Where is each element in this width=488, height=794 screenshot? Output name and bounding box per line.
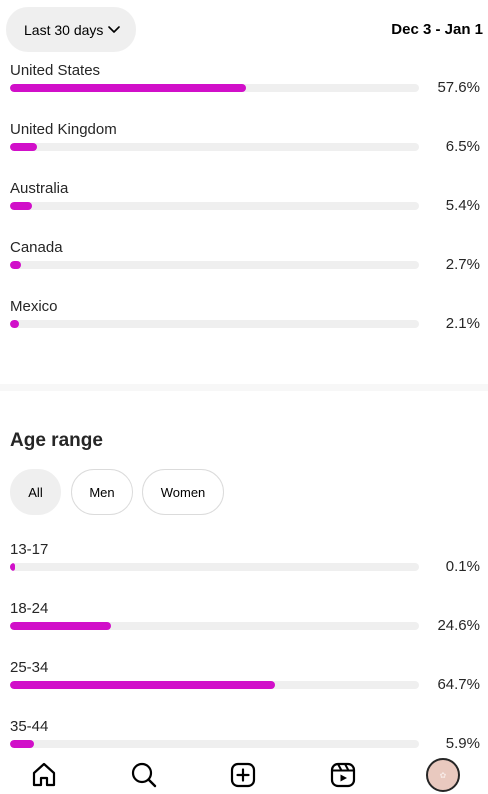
- home-icon: [32, 762, 56, 787]
- home-button[interactable]: [28, 759, 60, 791]
- country-row: United States 57.6%: [0, 62, 488, 121]
- progress-track: [10, 320, 419, 328]
- chevron-down-icon: [108, 25, 121, 33]
- progress-track: [10, 563, 419, 571]
- age-percent: 0.1%: [445, 558, 480, 575]
- country-label: United Kingdom: [10, 121, 117, 138]
- progress-fill: [10, 622, 111, 630]
- country-percent: 2.7%: [445, 256, 480, 273]
- age-percent: 24.6%: [437, 617, 480, 634]
- progress-track: [10, 143, 419, 151]
- progress-fill: [10, 681, 275, 689]
- progress-track: [10, 202, 419, 210]
- age-row: 35-44 5.9%: [0, 718, 488, 777]
- country-row: Australia 5.4%: [0, 180, 488, 239]
- date-range-text: Dec 3 - Jan 1: [391, 21, 483, 38]
- progress-track: [10, 261, 419, 269]
- profile-avatar[interactable]: ✿: [426, 758, 460, 792]
- age-percent: 5.9%: [445, 735, 480, 752]
- country-row: Canada 2.7%: [0, 239, 488, 298]
- create-icon: [230, 762, 256, 788]
- progress-fill: [10, 84, 246, 92]
- bottom-nav: ✿: [0, 756, 488, 794]
- country-row: Mexico 2.1%: [0, 298, 488, 357]
- progress-fill: [10, 320, 19, 328]
- age-percent: 64.7%: [437, 676, 480, 693]
- progress-track: [10, 681, 419, 689]
- avatar-image: ✿: [439, 770, 447, 780]
- country-percent: 5.4%: [445, 197, 480, 214]
- progress-fill: [10, 740, 35, 748]
- country-label: Canada: [10, 239, 63, 256]
- filter-chip-men[interactable]: Men: [71, 469, 133, 515]
- reels-button[interactable]: [327, 759, 359, 791]
- country-label: Mexico: [10, 298, 58, 315]
- section-divider: [0, 384, 488, 391]
- country-row: United Kingdom 6.5%: [0, 121, 488, 180]
- country-percent: 6.5%: [445, 138, 480, 155]
- top-header: Last 30 days Dec 3 - Jan 1: [0, 0, 488, 62]
- progress-fill: [10, 143, 37, 151]
- progress-track: [10, 84, 419, 92]
- age-row: 18-24 24.6%: [0, 600, 488, 659]
- date-range-dropdown[interactable]: Last 30 days: [6, 7, 136, 52]
- age-label: 18-24: [10, 600, 49, 617]
- reels-icon: [330, 762, 355, 788]
- search-button[interactable]: [128, 759, 160, 791]
- create-button[interactable]: [227, 759, 259, 791]
- search-icon: [131, 762, 156, 788]
- filter-chip-women[interactable]: Women: [142, 469, 224, 515]
- progress-fill: [10, 261, 22, 269]
- progress-fill: [10, 202, 33, 210]
- filter-chip-all[interactable]: All: [10, 469, 61, 515]
- progress-track: [10, 622, 419, 630]
- country-label: Australia: [10, 180, 69, 197]
- country-label: United States: [10, 62, 101, 79]
- age-row: 13-17 0.1%: [0, 541, 488, 600]
- country-percent: 57.6%: [437, 79, 480, 96]
- age-label: 13-17: [10, 541, 49, 558]
- progress-track: [10, 740, 419, 748]
- date-range-dropdown-label: Last 30 days: [24, 21, 104, 38]
- age-label: 35-44: [10, 718, 49, 735]
- progress-fill: [10, 563, 15, 571]
- age-label: 25-34: [10, 659, 49, 676]
- country-percent: 2.1%: [445, 315, 480, 332]
- age-row: 25-34 64.7%: [0, 659, 488, 718]
- age-range-title: Age range: [10, 430, 103, 451]
